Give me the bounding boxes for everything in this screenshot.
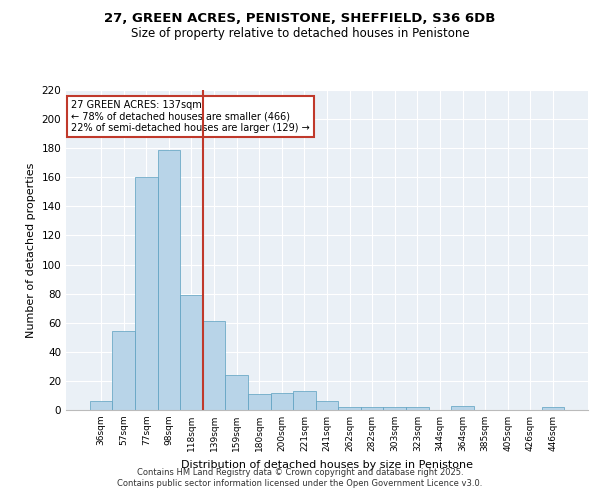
Bar xyxy=(406,407,428,410)
Text: Contains HM Land Registry data © Crown copyright and database right 2025.
Contai: Contains HM Land Registry data © Crown c… xyxy=(118,468,482,487)
Bar xyxy=(158,150,180,410)
Bar xyxy=(248,394,271,410)
Bar xyxy=(361,407,383,410)
X-axis label: Distribution of detached houses by size in Penistone: Distribution of detached houses by size … xyxy=(181,460,473,469)
Text: 27, GREEN ACRES, PENISTONE, SHEFFIELD, S36 6DB: 27, GREEN ACRES, PENISTONE, SHEFFIELD, S… xyxy=(104,12,496,26)
Bar xyxy=(316,402,338,410)
Text: 27 GREEN ACRES: 137sqm
← 78% of detached houses are smaller (466)
22% of semi-de: 27 GREEN ACRES: 137sqm ← 78% of detached… xyxy=(71,100,310,133)
Bar xyxy=(383,407,406,410)
Bar xyxy=(180,295,203,410)
Text: Size of property relative to detached houses in Penistone: Size of property relative to detached ho… xyxy=(131,28,469,40)
Bar xyxy=(90,402,112,410)
Bar xyxy=(451,406,474,410)
Bar xyxy=(293,391,316,410)
Bar xyxy=(338,407,361,410)
Bar xyxy=(135,178,158,410)
Bar xyxy=(542,407,564,410)
Bar xyxy=(203,322,226,410)
Bar xyxy=(271,392,293,410)
Bar xyxy=(226,375,248,410)
Y-axis label: Number of detached properties: Number of detached properties xyxy=(26,162,36,338)
Bar xyxy=(112,332,135,410)
